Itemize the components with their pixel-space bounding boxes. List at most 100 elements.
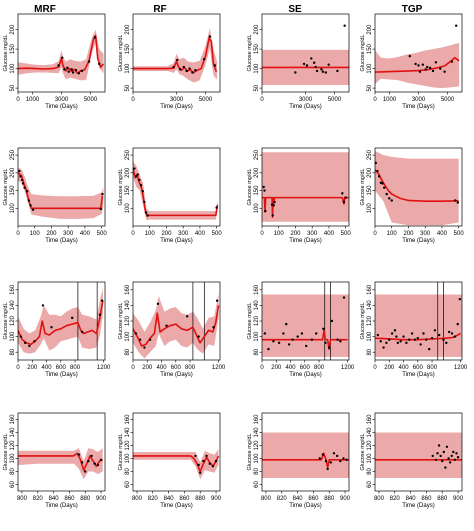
plot-area <box>375 150 460 226</box>
x-tick-label: 5000 <box>84 97 98 103</box>
confidence-band <box>262 152 349 222</box>
confidence-band <box>375 294 462 357</box>
data-point-8 <box>395 335 398 338</box>
y-tick-label: 100 <box>10 453 16 464</box>
x-axis-label: Time (Days) <box>45 372 77 378</box>
data-point-14 <box>455 24 458 27</box>
data-point-6 <box>165 324 168 327</box>
data-point-2 <box>267 347 270 351</box>
plot-area <box>18 282 104 360</box>
column-title-tgp: TGP <box>402 4 423 15</box>
data-point-3 <box>382 346 385 349</box>
y-tick-label: 50 <box>367 84 373 91</box>
x-tick-label: 200 <box>142 365 153 371</box>
confidence-band <box>18 167 104 219</box>
data-point-10 <box>215 299 219 302</box>
data-point-8 <box>29 204 32 207</box>
y-axis-label: Glucose mg/dL <box>118 434 124 471</box>
x-tick-label: 0 <box>373 97 377 103</box>
x-tick-label: 840 <box>49 496 60 502</box>
data-point-4 <box>148 338 152 341</box>
mean-line <box>18 300 104 346</box>
panel-tgp-r4: 800 820 840 860 880 900 60 80 100 120 140 160 Time (… <box>360 412 464 509</box>
y-axis-label: Glucose mg/dL <box>247 434 253 471</box>
data-point-13 <box>450 60 454 63</box>
data-point-1 <box>194 454 197 458</box>
data-point-8 <box>214 459 218 463</box>
data-point-9 <box>98 313 102 316</box>
data-point-5 <box>185 69 188 73</box>
y-tick-label: 140 <box>367 300 373 311</box>
data-point-6 <box>314 65 317 69</box>
y-tick-label: 200 <box>10 24 16 35</box>
data-point-29 <box>456 322 459 326</box>
panel-frame <box>261 147 350 227</box>
data-point-6 <box>424 68 427 71</box>
data-point-1 <box>77 453 81 456</box>
y-tick-label: 140 <box>254 300 260 311</box>
data-point-4 <box>182 65 185 69</box>
y-tick-label: 120 <box>10 440 16 451</box>
data-point-4 <box>87 459 90 463</box>
plot-area <box>18 29 105 81</box>
y-tick-label: 160 <box>367 414 373 425</box>
plot-area <box>375 282 462 360</box>
y-axis-label: Glucose mg/dL <box>3 35 9 72</box>
y-tick-label: 160 <box>125 284 131 295</box>
data-point-15 <box>324 341 327 345</box>
data-point-9 <box>202 58 206 61</box>
y-axis-label: Glucose mg/dL <box>360 169 366 206</box>
x-tick-label: 600 <box>300 365 311 371</box>
data-point-14 <box>322 327 325 330</box>
confidence-band <box>375 432 462 478</box>
panel-rf-r4: 800 820 840 860 880 900 60 80 100 120 140 160 Time (… <box>118 412 222 509</box>
y-tick-label: 120 <box>254 315 260 326</box>
x-tick-label: 840 <box>406 496 417 502</box>
x-tick-label: 0 <box>260 231 264 237</box>
data-point-4 <box>385 341 388 345</box>
y-tick-label: 100 <box>125 331 131 342</box>
y-tick-label: 100 <box>125 63 131 74</box>
plot-area <box>18 167 104 219</box>
y-tick-label: 200 <box>10 167 16 178</box>
y-tick-label: 140 <box>367 427 373 438</box>
x-tick-label: 1200 <box>454 365 468 371</box>
x-tick-label: 100 <box>30 231 41 237</box>
x-tick-label: 200 <box>271 365 282 371</box>
data-point-12 <box>405 341 408 345</box>
data-point-6 <box>332 452 336 455</box>
x-tick-label: 800 <box>185 365 196 371</box>
y-axis-label: Glucose mg/dL <box>118 35 124 72</box>
y-tick-label: 200 <box>367 167 373 178</box>
y-axis-label: Glucose mg/dL <box>360 35 366 72</box>
data-point-18 <box>422 332 425 335</box>
y-tick-label: 200 <box>254 24 260 35</box>
panel-se-r2: 0 100 200 300 400 500 100 150 200 250 Time (Days) G… <box>247 147 351 244</box>
data-point-3 <box>63 68 66 71</box>
x-tick-label: 200 <box>384 365 395 371</box>
x-tick-label: 400 <box>399 365 410 371</box>
x-tick-label: 400 <box>157 365 168 371</box>
y-tick-label: 60 <box>125 481 131 488</box>
x-tick-label: 200 <box>290 231 301 237</box>
data-point-3 <box>436 452 439 455</box>
y-axis-label: Glucose mg/dL <box>360 434 366 471</box>
data-point-3 <box>305 64 309 67</box>
data-point-10 <box>215 206 218 209</box>
data-point-4 <box>326 467 329 471</box>
x-tick-label: 400 <box>42 365 53 371</box>
column-title-mrf: MRF <box>34 4 56 15</box>
data-point-21 <box>430 336 434 340</box>
x-axis-label: Time (Days) <box>160 238 192 244</box>
data-point-7 <box>287 343 291 346</box>
confidence-band <box>133 449 219 480</box>
x-axis-label: Time (Days) <box>402 104 434 110</box>
data-point-10 <box>99 207 103 211</box>
data-point-9 <box>77 72 81 75</box>
x-tick-label: 400 <box>286 365 297 371</box>
y-tick-label: 50 <box>10 84 16 91</box>
data-point-15 <box>413 338 417 341</box>
data-point-5 <box>271 214 274 217</box>
y-tick-label: 60 <box>367 481 373 488</box>
data-point-2 <box>302 62 306 66</box>
